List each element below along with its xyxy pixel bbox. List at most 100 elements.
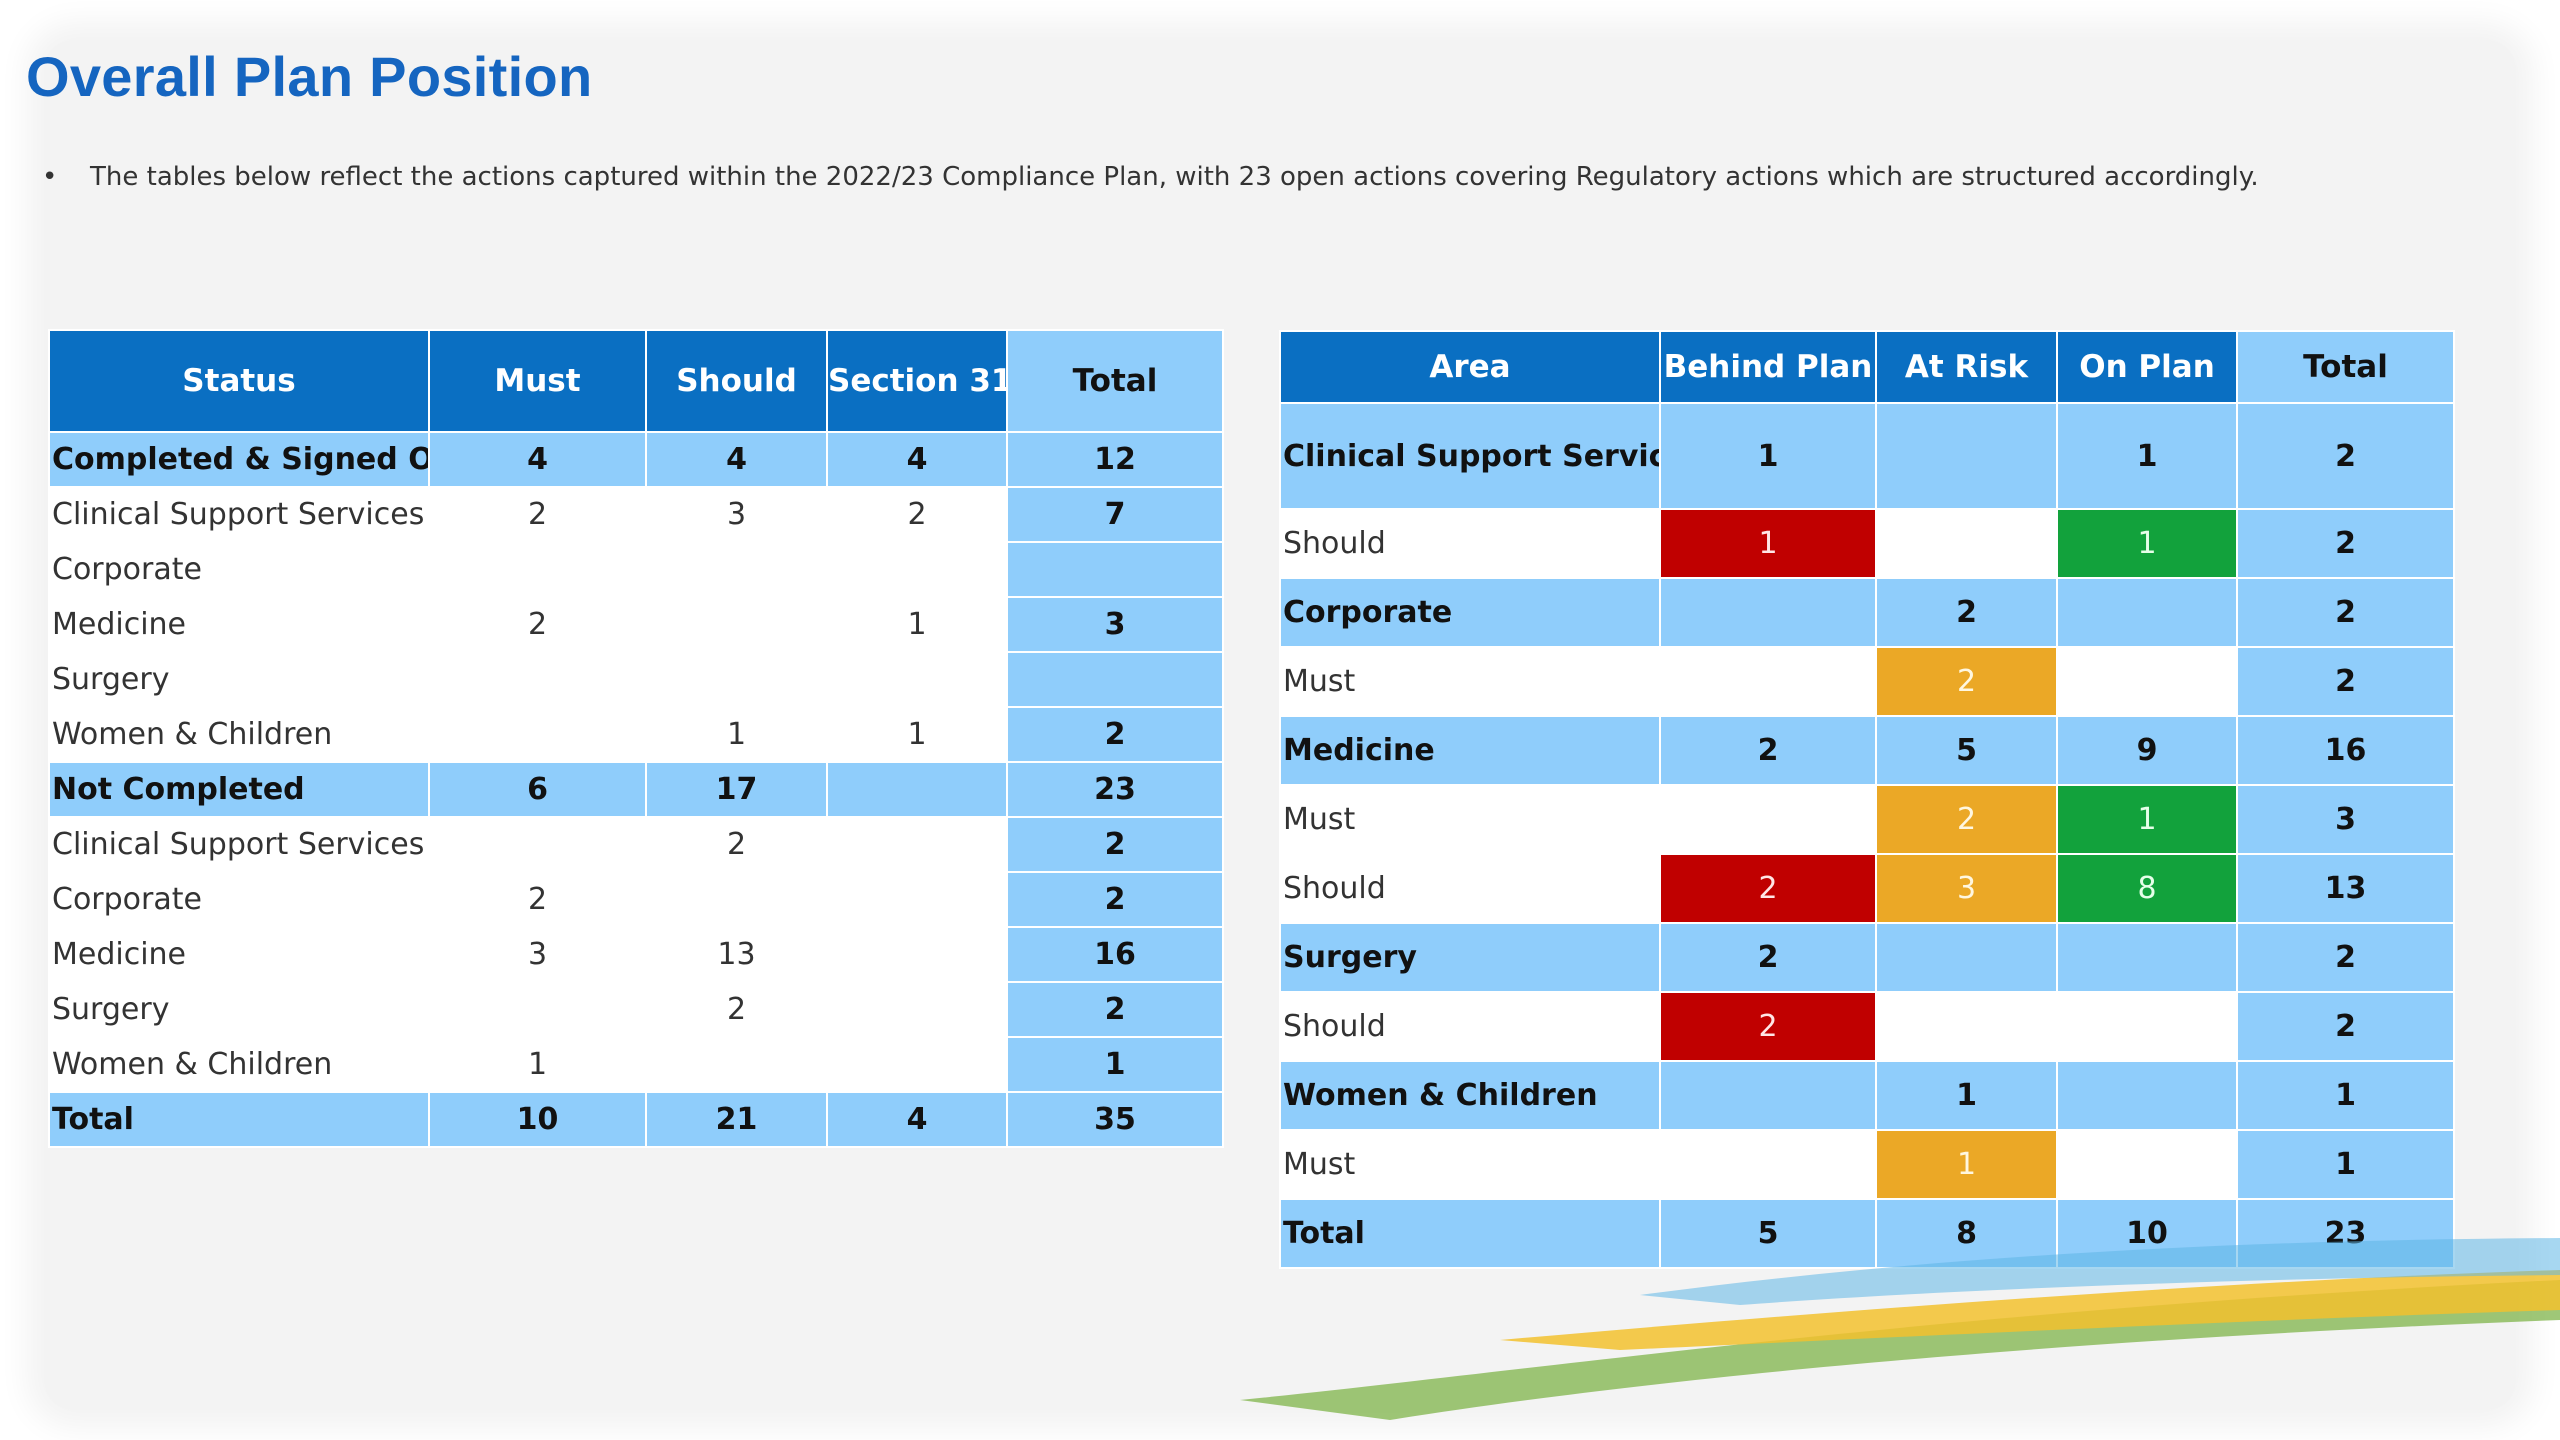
cell-on-plan — [2056, 922, 2238, 993]
cell-at-risk: 1 — [1875, 1129, 2058, 1200]
column-header-status: Status — [48, 329, 430, 433]
cell-total: 2 — [2236, 991, 2455, 1062]
table-row: Must 2 1 3 — [1279, 784, 2455, 855]
column-header-on-plan: On Plan — [2056, 330, 2238, 404]
cell-behind-plan — [1659, 1129, 1877, 1200]
cell-section-31: 4 — [826, 431, 1008, 488]
cell-should — [645, 651, 828, 708]
cell-must — [428, 651, 647, 708]
cell-section-31 — [826, 761, 1008, 818]
cell-behind-plan: 2 — [1659, 922, 1877, 993]
cell-must — [428, 981, 647, 1038]
row-label: Women & Children — [48, 706, 430, 763]
cell-total: 35 — [1006, 1091, 1224, 1148]
row-label: Must — [1279, 646, 1661, 717]
cell-total: 2 — [1006, 871, 1224, 928]
cell-behind-plan: 1 — [1659, 508, 1877, 579]
cell-total: 1 — [1006, 1036, 1224, 1093]
row-label: Medicine — [1279, 715, 1661, 786]
table-row: Should 1 1 2 — [1279, 508, 2455, 579]
cell-on-plan: 9 — [2056, 715, 2238, 786]
table-row-group: Women & Children 1 1 — [1279, 1060, 2455, 1131]
table-row-group: Completed & Signed Off 4 4 4 12 — [48, 431, 1224, 488]
cell-total: 1 — [2236, 1060, 2455, 1131]
cell-must — [428, 816, 647, 873]
yellow-swoosh — [1500, 1270, 2560, 1350]
cell-on-plan — [2056, 577, 2238, 648]
cell-behind-plan: 1 — [1659, 402, 1877, 510]
row-label: Surgery — [48, 981, 430, 1038]
cell-total: 2 — [2236, 508, 2455, 579]
row-label: Total — [1279, 1198, 1661, 1269]
cell-behind-plan — [1659, 784, 1877, 855]
cell-must: 3 — [428, 926, 647, 983]
cell-on-plan: 1 — [2056, 508, 2238, 579]
row-label: Clinical Support Services — [48, 816, 430, 873]
row-label: Corporate — [48, 541, 430, 598]
cell-behind-plan: 2 — [1659, 715, 1877, 786]
cell-must: 2 — [428, 486, 647, 543]
cell-on-plan — [2056, 1129, 2238, 1200]
table-row: Surgery 2 2 — [48, 981, 1224, 1038]
table-row-group: Corporate 2 2 — [1279, 577, 2455, 648]
cell-total: 16 — [1006, 926, 1224, 983]
table-row: Women & Children 1 1 — [48, 1036, 1224, 1093]
row-label: Medicine — [48, 926, 430, 983]
cell-section-31: 2 — [826, 486, 1008, 543]
row-label: Not Completed — [48, 761, 430, 818]
cell-on-plan — [2056, 646, 2238, 717]
row-label: Surgery — [1279, 922, 1661, 993]
cell-total: 16 — [2236, 715, 2455, 786]
cell-total: 2 — [2236, 646, 2455, 717]
table-row: Surgery — [48, 651, 1224, 708]
row-label: Women & Children — [48, 1036, 430, 1093]
table-row: Medicine 2 1 3 — [48, 596, 1224, 653]
cell-must — [428, 706, 647, 763]
row-label: Surgery — [48, 651, 430, 708]
row-label: Clinical Support Services — [48, 486, 430, 543]
cell-section-31: 1 — [826, 706, 1008, 763]
cell-total — [1006, 651, 1224, 708]
cell-section-31: 4 — [826, 1091, 1008, 1148]
row-label: Should — [1279, 853, 1661, 924]
bullet-icon: • — [42, 162, 58, 192]
cell-must: 6 — [428, 761, 647, 818]
cell-total: 3 — [1006, 596, 1224, 653]
cell-total: 2 — [1006, 706, 1224, 763]
cell-behind-plan: 5 — [1659, 1198, 1877, 1269]
cell-must: 4 — [428, 431, 647, 488]
blue-swoosh — [1640, 1238, 2560, 1305]
cell-must — [428, 541, 647, 598]
cell-total: 2 — [2236, 402, 2455, 510]
cell-must: 2 — [428, 596, 647, 653]
area-table: Area Behind Plan At Risk On Plan Total C… — [1279, 330, 2455, 1269]
cell-on-plan — [2056, 1060, 2238, 1131]
cell-at-risk — [1875, 922, 2058, 993]
decorative-swooshes — [1240, 1238, 2560, 1420]
cell-total: 2 — [1006, 816, 1224, 873]
cell-should — [645, 871, 828, 928]
area-header-row: Area Behind Plan At Risk On Plan Total — [1279, 330, 2455, 404]
cell-on-plan — [2056, 991, 2238, 1062]
table-row-group: Medicine 2 5 9 16 — [1279, 715, 2455, 786]
table-row: Should 2 2 — [1279, 991, 2455, 1062]
table-row: Women & Children 1 1 2 — [48, 706, 1224, 763]
cell-behind-plan — [1659, 1060, 1877, 1131]
table-row: Clinical Support Services 2 2 — [48, 816, 1224, 873]
column-header-total: Total — [2236, 330, 2455, 404]
cell-should: 13 — [645, 926, 828, 983]
cell-at-risk: 2 — [1875, 646, 2058, 717]
row-label: Corporate — [1279, 577, 1661, 648]
cell-total: 3 — [2236, 784, 2455, 855]
row-label: Medicine — [48, 596, 430, 653]
cell-section-31 — [826, 926, 1008, 983]
cell-at-risk: 1 — [1875, 1060, 2058, 1131]
bullet-text: The tables below reflect the actions cap… — [90, 162, 2259, 192]
cell-must: 2 — [428, 871, 647, 928]
cell-behind-plan: 2 — [1659, 853, 1877, 924]
cell-on-plan: 1 — [2056, 402, 2238, 510]
cell-total — [1006, 541, 1224, 598]
column-header-behind-plan: Behind Plan — [1659, 330, 1877, 404]
cell-at-risk: 2 — [1875, 784, 2058, 855]
cell-should: 4 — [645, 431, 828, 488]
